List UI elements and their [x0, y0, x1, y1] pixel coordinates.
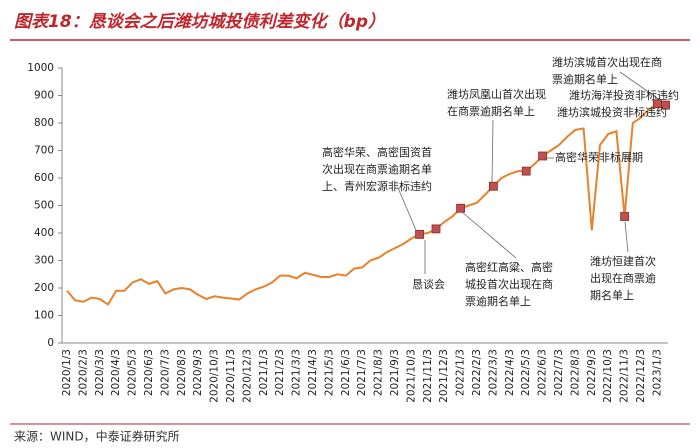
x-tick-label: 2022/8/3: [569, 349, 581, 396]
annotation: 高密华荣非标展期: [555, 150, 643, 164]
x-tick-label: 2022/6/3: [537, 349, 549, 396]
x-tick-label: 2021/10/3: [405, 349, 417, 403]
annotation: 期名单上: [590, 288, 634, 302]
x-tick-label: 2020/4/3: [110, 349, 122, 396]
x-tick-label: 2021/7/3: [356, 349, 368, 396]
x-tick-label: 2020/1/3: [61, 349, 73, 396]
marker: [415, 229, 425, 239]
line: [66, 102, 666, 306]
x-tick-label: 2020/7/3: [159, 349, 171, 396]
y-tick-label: 600: [34, 172, 54, 184]
annotation: 票逾期名单上: [552, 72, 618, 86]
annotation: 潍坊海洋投资非标违约: [569, 88, 679, 102]
x-tick-label: 2020/11/3: [225, 349, 237, 403]
x-tick-label: 2020/2/3: [77, 349, 89, 396]
leader-line: [491, 119, 494, 184]
x-tick-label: 2021/3/3: [291, 349, 303, 396]
x-tick-label: 2020/10/3: [209, 349, 221, 403]
y-tick-label: 500: [34, 200, 54, 212]
x-tick-label: 2022/4/3: [504, 349, 516, 396]
annotation: 潍坊滨城首次出现在商: [552, 55, 662, 69]
x-tick-label: 2022/5/3: [520, 349, 532, 396]
x-tick-label: 2020/6/3: [143, 349, 155, 396]
x-tick-label: 2021/11/3: [422, 349, 434, 403]
x-tick-label: 2022/3/3: [487, 349, 499, 396]
x-tick-label: 2021/5/3: [323, 349, 335, 396]
marker: [456, 203, 466, 213]
annotation: 城投首次出现在商: [465, 277, 553, 291]
x-tick-label: 2020/8/3: [176, 349, 188, 396]
x-tick-label: 2022/11/3: [619, 349, 631, 403]
annotation: 潍坊恒建首次: [590, 254, 656, 268]
x-tick-label: 2021/9/3: [389, 349, 401, 396]
marker: [521, 166, 531, 176]
annotation: 高密华荣、高密国资首: [322, 145, 432, 159]
y-tick-label: 800: [34, 117, 54, 129]
x-tick-label: 2020/9/3: [192, 349, 204, 396]
annotation: 次出现在商票逾期名单: [322, 162, 432, 176]
y-tick-label: 300: [34, 255, 54, 267]
y-tick-label: 100: [34, 310, 54, 322]
y-tick-label: 400: [34, 227, 54, 239]
leader-line: [624, 221, 629, 253]
x-tick-label: 2022/1/3: [455, 349, 467, 396]
x-tick-label: 2021/6/3: [340, 349, 352, 396]
marker: [488, 181, 498, 191]
x-tick-label: 2021/2/3: [274, 349, 286, 396]
annotation: 高密红高粱、高密: [465, 260, 553, 274]
annotation: 票逾期名单上: [465, 294, 531, 308]
y-tick-label: 700: [34, 145, 54, 157]
marker: [538, 151, 547, 161]
annotation: 潍坊滨城投资非标违约: [557, 105, 667, 119]
y-tick-label: 200: [34, 282, 54, 294]
annotation: 恳谈会: [412, 278, 445, 291]
x-tick-label: 2022/2/3: [471, 349, 483, 396]
x-tick-label: 2021/4/3: [307, 349, 319, 396]
x-tick-label: 2022/10/3: [602, 349, 614, 403]
annotation: 出现在商票逾: [590, 271, 656, 285]
y-tick-label: 0: [47, 337, 54, 349]
leader-line: [619, 71, 661, 101]
source: 来源：WIND，中泰证券研究所: [14, 429, 180, 444]
annotation: 上、青州宏源非标违约: [322, 179, 432, 193]
x-tick-label: 2020/5/3: [127, 349, 139, 396]
marker: [661, 100, 670, 110]
leader-line: [397, 187, 417, 231]
leader-line: [461, 211, 517, 259]
x-tick-label: 2021/12/3: [438, 349, 450, 403]
x-tick-label: 2021/1/3: [258, 349, 270, 396]
x-tick-label: 2020/12/3: [241, 349, 253, 403]
x-tick-label: 2021/8/3: [373, 349, 385, 396]
annotation: 潍坊凤凰山首次出现: [447, 87, 546, 101]
annotation: 在商票逾期名单上: [447, 104, 535, 118]
x-tick-label: 2020/3/3: [94, 349, 106, 396]
x-tick-label: 2022/9/3: [586, 349, 598, 396]
x-tick-label: 2023/1/3: [651, 349, 663, 396]
y-tick-label: 1000: [27, 62, 54, 74]
marker: [620, 212, 629, 221]
x-tick-label: 2022/12/3: [635, 349, 647, 403]
chart-title: 图表18：恳谈会之后潍坊城投债利差变化（bp）: [14, 12, 385, 32]
y-tick-label: 900: [34, 90, 54, 102]
marker: [431, 224, 441, 234]
x-tick-label: 2022/7/3: [553, 349, 565, 396]
